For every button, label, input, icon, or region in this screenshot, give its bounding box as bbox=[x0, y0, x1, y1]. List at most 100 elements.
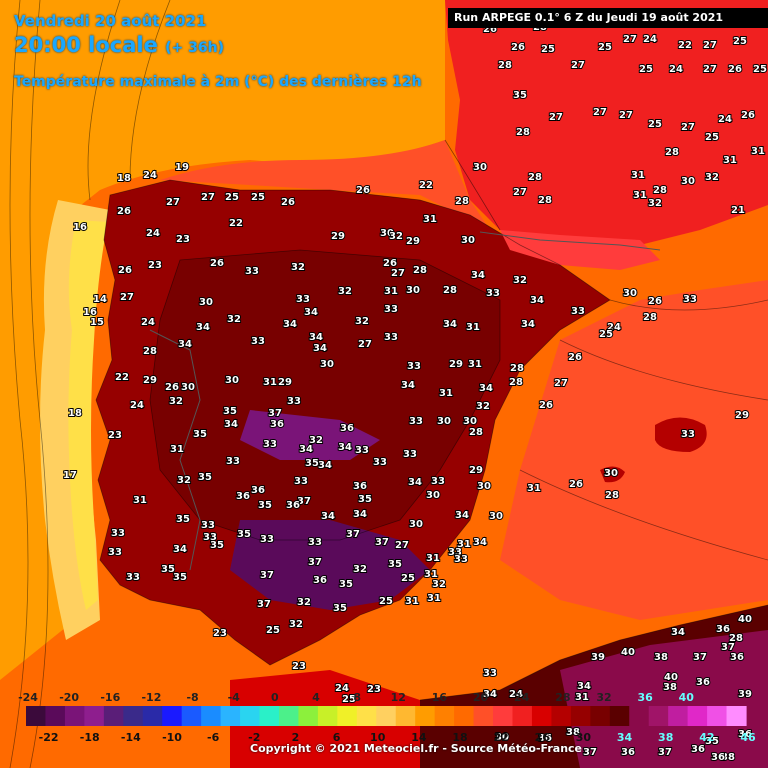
temperature-value: 26 bbox=[568, 352, 582, 363]
scale-label-top: 16 bbox=[431, 691, 448, 704]
scale-swatch bbox=[434, 706, 455, 726]
temperature-value: 30 bbox=[495, 732, 509, 743]
scale-label-bottom: -2 bbox=[248, 731, 261, 744]
scale-label-bottom: 6 bbox=[332, 731, 341, 744]
temperature-value: 36 bbox=[730, 652, 744, 663]
temperature-value: 33 bbox=[108, 547, 122, 558]
temperature-value: 28 bbox=[653, 185, 667, 196]
temperature-value: 30 bbox=[380, 228, 394, 239]
temperature-value: 40 bbox=[664, 672, 678, 683]
temperature-value: 26 bbox=[356, 185, 370, 196]
temperature-value: 26 bbox=[511, 42, 525, 53]
temperature-value: 27 bbox=[703, 64, 717, 75]
temperature-value: 15 bbox=[90, 317, 104, 328]
temperature-value: 35 bbox=[705, 736, 719, 747]
scale-swatch bbox=[629, 706, 650, 726]
temperature-value: 35 bbox=[237, 529, 251, 540]
scale-label-bottom: 30 bbox=[575, 731, 592, 744]
temperature-value: 21 bbox=[731, 205, 745, 216]
temperature-value: 30 bbox=[489, 511, 503, 522]
scale-swatch bbox=[726, 706, 747, 726]
temperature-value: 27 bbox=[166, 197, 180, 208]
temperature-value: 31 bbox=[170, 444, 184, 455]
temperature-value: 22 bbox=[678, 40, 692, 51]
local-time-label: 20:00 locale bbox=[14, 33, 158, 57]
temperature-value: 36 bbox=[353, 481, 367, 492]
temperature-value: 24 bbox=[509, 689, 523, 700]
temperature-value: 33 bbox=[681, 429, 695, 440]
temperature-value: 27 bbox=[619, 110, 633, 121]
temperature-value: 40 bbox=[738, 614, 752, 625]
temperature-value: 33 bbox=[111, 528, 125, 539]
coastal-upwelling-core bbox=[68, 220, 108, 610]
scale-swatch bbox=[512, 706, 533, 726]
temperature-value: 27 bbox=[201, 192, 215, 203]
temperature-value: 33 bbox=[294, 476, 308, 487]
temperature-value: 34 bbox=[196, 322, 210, 333]
color-scale bbox=[26, 706, 747, 726]
temperature-value: 30 bbox=[437, 416, 451, 427]
temperature-value: 30 bbox=[406, 285, 420, 296]
temperature-value: 40 bbox=[621, 647, 635, 658]
temperature-value: 30 bbox=[473, 162, 487, 173]
temperature-value: 26 bbox=[728, 64, 742, 75]
temperature-value: 28 bbox=[498, 60, 512, 71]
temperature-value: 37 bbox=[257, 599, 271, 610]
temperature-value: 37 bbox=[658, 747, 672, 758]
temperature-values: 2628272422272525262728252524272625352727… bbox=[62, 21, 768, 764]
temperature-value: 37 bbox=[346, 529, 360, 540]
temperature-value: 32 bbox=[513, 275, 527, 286]
country-borders bbox=[149, 231, 661, 571]
scale-swatch bbox=[26, 706, 47, 726]
temperature-value: 26 bbox=[165, 382, 179, 393]
temperature-value: 28 bbox=[729, 633, 743, 644]
temperature-value: 24 bbox=[607, 322, 621, 333]
mediterranean-sea bbox=[500, 280, 768, 620]
temperature-value: 28 bbox=[455, 196, 469, 207]
temperature-value: 26 bbox=[117, 206, 131, 217]
temperature-value: 32 bbox=[476, 401, 490, 412]
scale-label-top: -24 bbox=[18, 691, 38, 704]
scale-label-bottom: 38 bbox=[658, 731, 674, 744]
temperature-value: 17 bbox=[63, 470, 77, 481]
temperature-value: 34 bbox=[471, 270, 485, 281]
temperature-value: 18 bbox=[117, 173, 131, 184]
parameter-title: Température maximale à 2m (°C) des derni… bbox=[14, 74, 422, 90]
temperature-value: 33 bbox=[683, 294, 697, 305]
temperature-value: 28 bbox=[605, 490, 619, 501]
temperature-value: 32 bbox=[432, 579, 446, 590]
temperature-value: 33 bbox=[384, 304, 398, 315]
scale-swatch bbox=[648, 706, 669, 726]
temperature-value: 23 bbox=[108, 430, 122, 441]
temperature-value: 35 bbox=[173, 572, 187, 583]
scale-label-top: -16 bbox=[100, 691, 121, 704]
scale-swatch bbox=[103, 706, 124, 726]
temperature-value: 36 bbox=[696, 677, 710, 688]
temperature-value: 28 bbox=[443, 285, 457, 296]
temperature-value: 25 bbox=[251, 192, 265, 203]
temperature-value: 34 bbox=[577, 681, 591, 692]
temperature-value: 29 bbox=[406, 236, 420, 247]
scale-swatch bbox=[454, 706, 475, 726]
scale-swatch bbox=[609, 706, 630, 726]
scale-swatch bbox=[473, 706, 494, 726]
temperature-value: 31 bbox=[426, 553, 440, 564]
temperature-value: 34 bbox=[283, 319, 297, 330]
temperature-value: 33 bbox=[483, 668, 497, 679]
temperature-value: 29 bbox=[735, 410, 749, 421]
temperature-value: 19 bbox=[175, 162, 189, 173]
temperature-value: 36 bbox=[538, 733, 552, 744]
scale-swatch bbox=[687, 706, 708, 726]
scale-label-top: 32 bbox=[596, 691, 612, 704]
temperature-value: 25 bbox=[225, 192, 239, 203]
temperature-value: 33 bbox=[403, 449, 417, 460]
temperature-value: 35 bbox=[193, 429, 207, 440]
model-run-label: Run ARPEGE 0.1° 6 Z du Jeudi 19 août 202… bbox=[448, 8, 768, 28]
temperature-value: 28 bbox=[665, 147, 679, 158]
temperature-value: 31 bbox=[457, 539, 471, 550]
temperature-value: 36 bbox=[286, 500, 300, 511]
scale-swatch bbox=[531, 706, 553, 726]
temperature-value: 38 bbox=[721, 752, 735, 763]
scale-label-top: 8 bbox=[353, 691, 361, 704]
scale-label-top: -4 bbox=[227, 691, 240, 704]
